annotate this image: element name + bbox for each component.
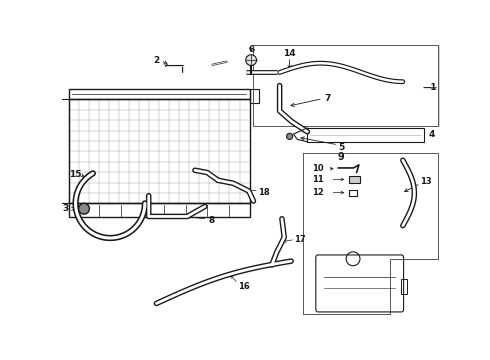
Bar [249, 89, 259, 103]
Bar [253, 45, 438, 126]
Text: 7: 7 [324, 94, 331, 103]
Bar [401, 279, 408, 294]
Text: 6: 6 [248, 45, 254, 54]
Text: 5: 5 [338, 143, 344, 152]
Bar [307, 128, 424, 142]
Text: 17: 17 [294, 235, 305, 244]
Bar [59, 99, 69, 203]
Bar [69, 99, 249, 203]
Bar [349, 176, 360, 183]
Circle shape [78, 203, 89, 214]
Text: 4: 4 [429, 130, 436, 139]
Text: 2: 2 [153, 56, 160, 65]
Text: 16: 16 [238, 282, 249, 291]
Circle shape [246, 55, 257, 66]
Text: 9: 9 [338, 152, 344, 162]
Bar [69, 203, 249, 217]
Text: 3: 3 [62, 204, 69, 213]
Text: 15: 15 [69, 170, 81, 179]
Text: 10: 10 [312, 164, 323, 173]
Bar [69, 89, 249, 99]
Text: 8: 8 [209, 216, 215, 225]
Text: 11: 11 [312, 175, 324, 184]
Bar [349, 190, 357, 195]
Text: 18: 18 [258, 188, 270, 197]
Circle shape [287, 133, 293, 139]
Text: 14: 14 [283, 49, 296, 58]
Text: 13: 13 [420, 177, 432, 186]
Text: —1: —1 [422, 84, 437, 93]
Text: 12: 12 [312, 188, 324, 197]
